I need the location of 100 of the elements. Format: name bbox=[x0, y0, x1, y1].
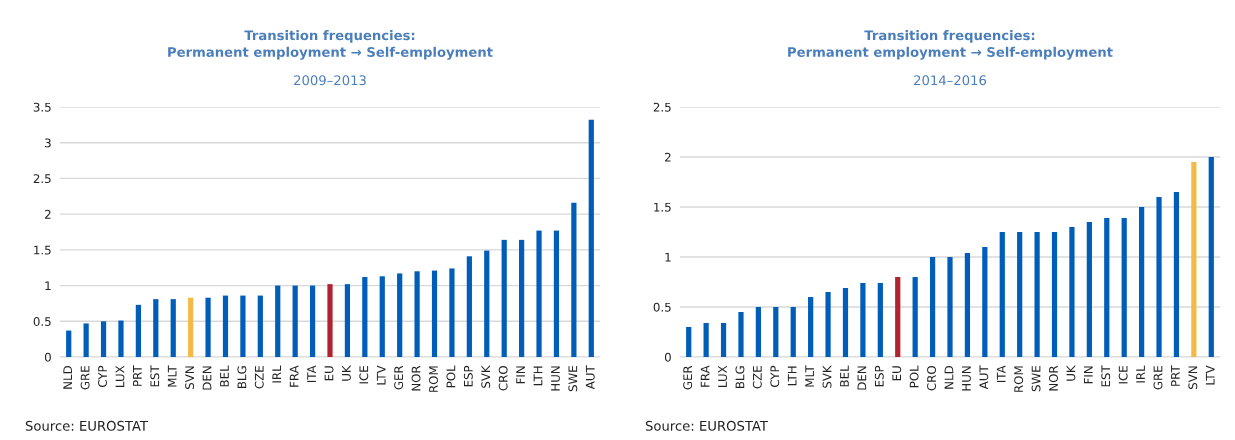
bar bbox=[588, 119, 594, 357]
bar bbox=[808, 297, 814, 357]
y-tick-label: 2 bbox=[665, 152, 671, 162]
bar bbox=[379, 276, 385, 357]
x-tick-label: SVN bbox=[185, 366, 195, 389]
x-tick-label: ICE bbox=[1118, 366, 1128, 384]
y-tick-label: 3.5 bbox=[33, 102, 51, 112]
x-tick-label: NLD bbox=[63, 366, 72, 389]
x-tick-label: PRT bbox=[133, 365, 142, 386]
chart-subtitle: 2014–2016 bbox=[914, 75, 987, 86]
x-tick-label: EST bbox=[1101, 365, 1111, 387]
x-tick-label: BLG bbox=[237, 366, 247, 388]
x-tick-label: ROM bbox=[429, 366, 438, 392]
x-tick-label: IRL bbox=[1136, 365, 1145, 383]
x-tick-label: BEL bbox=[840, 365, 849, 387]
bar bbox=[118, 320, 124, 357]
x-tick-label: SWE bbox=[1031, 366, 1041, 392]
bar bbox=[292, 285, 298, 357]
x-tick-label: CZE bbox=[254, 366, 264, 389]
bar bbox=[877, 283, 883, 357]
y-tick-label: 2.5 bbox=[653, 102, 671, 112]
bar bbox=[536, 230, 542, 357]
bar bbox=[100, 321, 107, 357]
source-note: Source: EUROSTAT bbox=[645, 420, 769, 431]
bar bbox=[327, 284, 333, 357]
bar bbox=[825, 292, 831, 357]
bar bbox=[449, 268, 455, 357]
bar bbox=[1173, 192, 1180, 357]
x-tick-label: FIN bbox=[1084, 366, 1093, 384]
chart-subtitle: 2009–2013 bbox=[294, 75, 366, 86]
x-tick-label: UK bbox=[342, 365, 351, 381]
bar bbox=[1191, 162, 1197, 357]
x-tick-label: GER bbox=[394, 365, 404, 390]
y-tick-label: 0.5 bbox=[33, 317, 51, 326]
x-tick-label: ROM bbox=[1014, 366, 1024, 392]
bar bbox=[362, 277, 368, 357]
x-tick-label: CRO bbox=[498, 366, 508, 391]
bar bbox=[912, 277, 918, 357]
bar bbox=[83, 323, 89, 357]
bar bbox=[929, 257, 936, 357]
x-tick-label: ESP bbox=[874, 365, 884, 387]
bar bbox=[1069, 227, 1075, 357]
x-tick-label: UK bbox=[1066, 365, 1076, 381]
x-tick-label: NLD bbox=[944, 366, 954, 389]
bar bbox=[947, 257, 953, 357]
x-tick-label: EU bbox=[324, 366, 334, 381]
bar bbox=[275, 285, 281, 357]
y-tick-label: 0 bbox=[44, 352, 51, 362]
x-tick-label: DEN bbox=[202, 366, 212, 390]
source-note: Source: EUROSTAT bbox=[25, 420, 149, 431]
bar bbox=[414, 271, 420, 357]
x-tick-label: LTV bbox=[1205, 365, 1215, 385]
x-tick-label: NOR bbox=[1049, 365, 1058, 391]
x-tick-label: BEL bbox=[220, 365, 229, 387]
bar bbox=[1121, 218, 1127, 357]
x-tick-label: GRE bbox=[1153, 366, 1163, 390]
bar bbox=[1139, 207, 1145, 357]
x-tick-label: FRA bbox=[289, 365, 299, 387]
x-tick-label: AUT bbox=[979, 365, 989, 390]
bar bbox=[222, 295, 229, 357]
x-tick-label: LTH bbox=[787, 366, 797, 386]
x-tick-label: HUN bbox=[962, 366, 971, 391]
bar bbox=[571, 202, 577, 357]
x-tick-label: PRT bbox=[1171, 365, 1180, 386]
x-tick-label: EU bbox=[892, 366, 902, 381]
y-tick-label: 1.5 bbox=[654, 202, 671, 212]
bar bbox=[309, 285, 316, 357]
x-tick-label: SVN bbox=[1188, 366, 1198, 389]
bar bbox=[205, 297, 211, 357]
bar bbox=[344, 284, 351, 357]
bar bbox=[153, 299, 159, 357]
bar bbox=[431, 270, 438, 357]
x-tick-label: CRO bbox=[927, 366, 937, 391]
bar bbox=[1104, 218, 1110, 357]
x-tick-label: MLT bbox=[805, 365, 814, 387]
bar bbox=[1051, 232, 1058, 357]
x-tick-label: BLG bbox=[735, 366, 745, 388]
x-tick-label: EST bbox=[150, 365, 160, 387]
y-tick-label: 2.5 bbox=[33, 174, 51, 184]
y-tick-label: 1 bbox=[665, 252, 671, 262]
bar bbox=[982, 247, 988, 357]
bar bbox=[1086, 222, 1092, 357]
bar bbox=[240, 295, 246, 357]
x-tick-label: POL bbox=[909, 365, 919, 388]
bar bbox=[1156, 197, 1162, 357]
x-tick-label: NOR bbox=[411, 365, 421, 391]
chart-title: Transition frequencies: Permanent employment → Self-employment bbox=[788, 30, 1113, 60]
x-tick-label: LTV bbox=[376, 365, 386, 385]
bar bbox=[188, 297, 194, 357]
bar bbox=[257, 295, 263, 357]
x-tick-label: ESP bbox=[463, 365, 473, 387]
bar bbox=[66, 330, 72, 357]
x-tick-label: GER bbox=[683, 365, 693, 390]
bar bbox=[397, 273, 403, 357]
y-tick-label: 1.5 bbox=[34, 245, 51, 255]
bar bbox=[519, 239, 525, 357]
bar bbox=[1208, 157, 1214, 357]
y-tick-label: 2 bbox=[45, 209, 51, 219]
bar bbox=[170, 299, 176, 357]
bar bbox=[964, 253, 971, 357]
